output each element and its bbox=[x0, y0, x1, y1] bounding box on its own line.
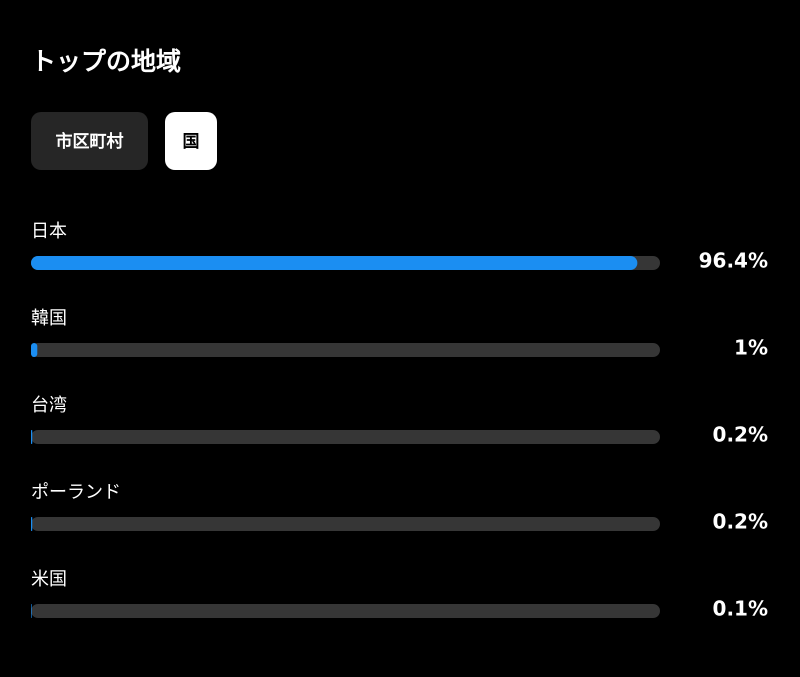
bar bbox=[31, 604, 32, 618]
value-label: 0.2% bbox=[713, 510, 768, 534]
country-label: 日本 bbox=[31, 221, 67, 242]
country-label: 米国 bbox=[31, 569, 67, 590]
country-label: ポーランド bbox=[31, 482, 121, 503]
bar-track bbox=[31, 430, 660, 444]
value-label: 0.1% bbox=[713, 597, 768, 621]
bar bbox=[31, 430, 33, 444]
tab-label[interactable]: 市区町村 bbox=[56, 131, 124, 152]
bar bbox=[31, 517, 33, 531]
bar bbox=[31, 343, 38, 357]
value-label: 0.2% bbox=[713, 423, 768, 447]
bar bbox=[31, 256, 638, 270]
country-label: 台湾 bbox=[31, 395, 67, 416]
value-label: 96.4% bbox=[699, 249, 768, 273]
tab-city[interactable] bbox=[31, 112, 148, 170]
title: トップの地域 bbox=[31, 47, 181, 76]
bar-track bbox=[31, 343, 660, 357]
bar-track bbox=[31, 604, 660, 618]
value-label: 1% bbox=[734, 336, 768, 360]
bar-track bbox=[31, 517, 660, 531]
country-label: 韓国 bbox=[31, 308, 67, 329]
tab-label[interactable]: 国 bbox=[183, 132, 200, 152]
tab-country[interactable] bbox=[165, 112, 217, 170]
